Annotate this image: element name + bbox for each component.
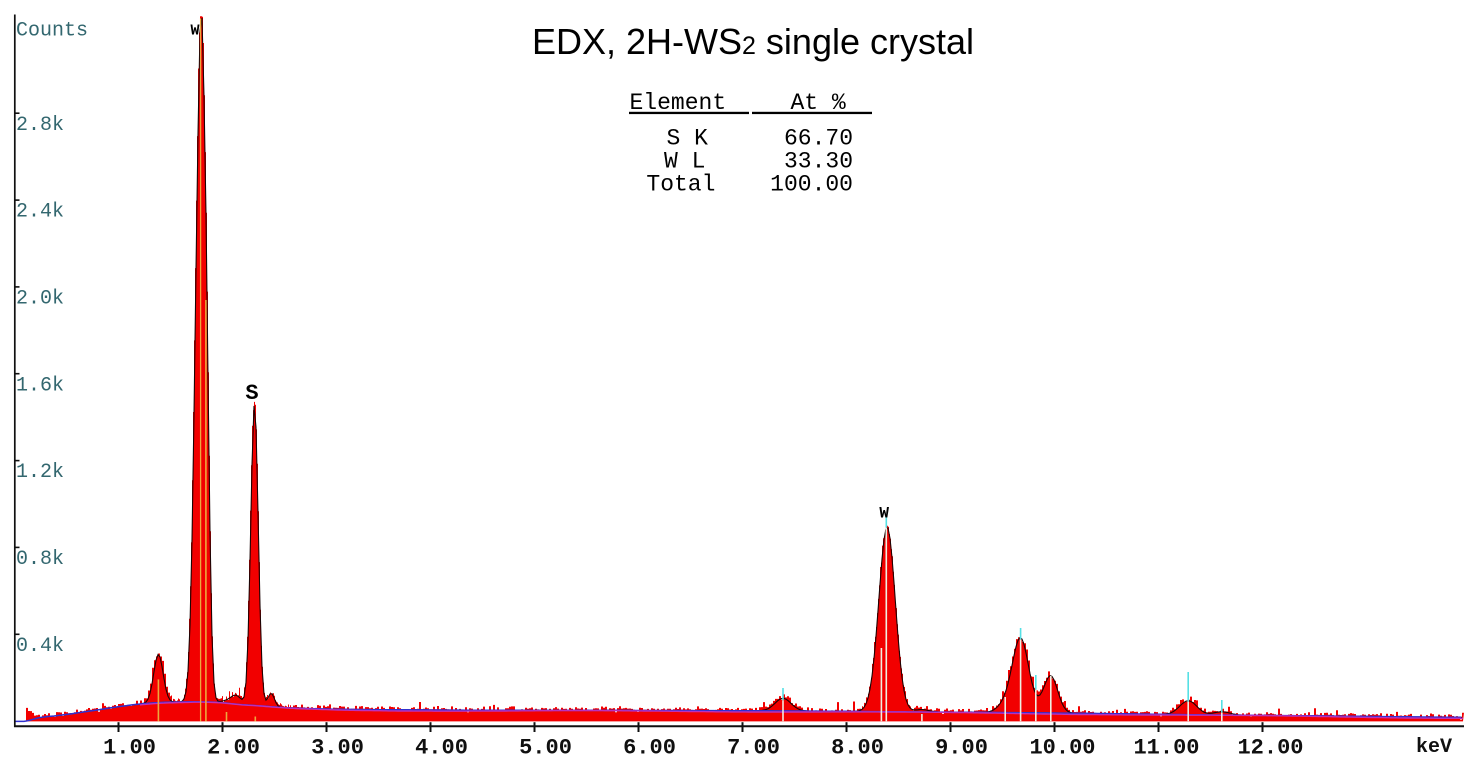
svg-text:6.00: 6.00 — [623, 735, 676, 760]
svg-text:4.00: 4.00 — [415, 735, 468, 760]
svg-text:Total: Total — [646, 172, 715, 198]
svg-text:1.2k: 1.2k — [16, 461, 64, 484]
svg-text:2.8k: 2.8k — [16, 114, 64, 137]
svg-text:W: W — [190, 23, 199, 40]
svg-text:1.00: 1.00 — [103, 735, 156, 760]
svg-text:12.00: 12.00 — [1237, 735, 1303, 760]
svg-text:7.00: 7.00 — [727, 735, 780, 760]
svg-text:8.00: 8.00 — [831, 735, 884, 760]
svg-text:5.00: 5.00 — [519, 735, 572, 760]
svg-text:keV: keV — [1416, 736, 1452, 759]
svg-text:S: S — [245, 381, 258, 406]
svg-text:9.00: 9.00 — [935, 735, 988, 760]
svg-text:W: W — [879, 504, 889, 522]
svg-text:2.4k: 2.4k — [16, 201, 64, 224]
svg-text:S K: S K — [667, 126, 709, 152]
svg-text:Element: Element — [630, 90, 727, 116]
svg-text:11.00: 11.00 — [1133, 735, 1199, 760]
svg-text:1.6k: 1.6k — [16, 374, 64, 397]
svg-text:0.8k: 0.8k — [16, 548, 64, 571]
svg-text:10.00: 10.00 — [1029, 735, 1095, 760]
svg-text:33.30: 33.30 — [784, 149, 853, 175]
svg-text:Counts: Counts — [16, 20, 88, 43]
svg-text:At %: At % — [791, 90, 846, 116]
svg-text:66.70: 66.70 — [784, 126, 853, 152]
svg-text:0.4k: 0.4k — [16, 635, 64, 658]
svg-text:2.0k: 2.0k — [16, 288, 64, 311]
svg-text:W L: W L — [664, 149, 705, 175]
svg-text:3.00: 3.00 — [311, 735, 364, 760]
svg-text:100.00: 100.00 — [770, 172, 853, 198]
svg-text:2.00: 2.00 — [207, 735, 260, 760]
